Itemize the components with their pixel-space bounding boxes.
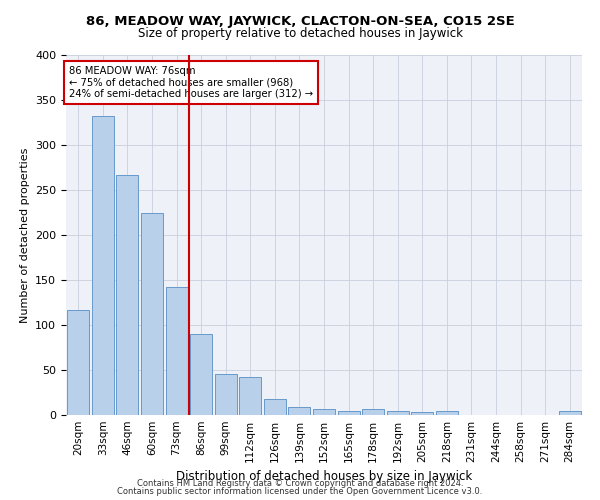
Bar [289,407,310,415]
Bar [411,412,433,415]
Bar [559,410,581,415]
Bar [239,377,262,415]
Text: 86, MEADOW WAY, JAYWICK, CLACTON-ON-SEA, CO15 2SE: 86, MEADOW WAY, JAYWICK, CLACTON-ON-SEA,… [86,15,514,28]
Bar [67,310,89,415]
X-axis label: Distribution of detached houses by size in Jaywick: Distribution of detached houses by size … [176,470,472,484]
Bar [313,408,335,415]
Bar [116,174,139,415]
Text: 86 MEADOW WAY: 76sqm
← 75% of detached houses are smaller (968)
24% of semi-deta: 86 MEADOW WAY: 76sqm ← 75% of detached h… [68,66,313,99]
Bar [166,287,188,415]
Bar [190,334,212,415]
Text: Contains public sector information licensed under the Open Government Licence v3: Contains public sector information licen… [118,487,482,496]
Text: Size of property relative to detached houses in Jaywick: Size of property relative to detached ho… [137,28,463,40]
Bar [264,399,286,415]
Bar [141,214,163,415]
Bar [386,412,409,415]
Bar [362,408,384,415]
Bar [215,374,237,415]
Bar [92,116,114,415]
Text: Contains HM Land Registry data © Crown copyright and database right 2024.: Contains HM Land Registry data © Crown c… [137,478,463,488]
Bar [338,410,359,415]
Bar [436,412,458,415]
Y-axis label: Number of detached properties: Number of detached properties [20,148,29,322]
